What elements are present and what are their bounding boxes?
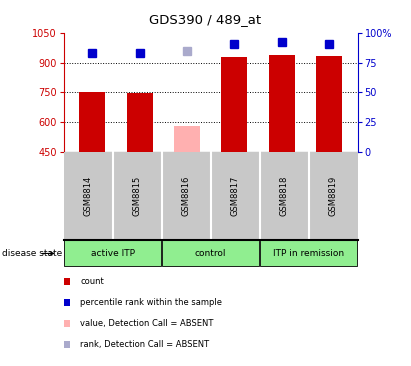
Text: GSM8818: GSM8818 — [279, 176, 289, 216]
Text: ITP in remission: ITP in remission — [273, 249, 344, 258]
Bar — [316, 56, 342, 152]
Bar — [221, 57, 247, 152]
Text: GSM8817: GSM8817 — [231, 176, 240, 216]
Text: GSM8814: GSM8814 — [84, 176, 93, 216]
Text: GSM8816: GSM8816 — [182, 176, 191, 216]
Bar — [269, 55, 295, 152]
Text: GSM8815: GSM8815 — [133, 176, 142, 216]
Bar — [79, 92, 105, 152]
Text: GDS390 / 489_at: GDS390 / 489_at — [150, 13, 261, 26]
Text: GSM8819: GSM8819 — [328, 176, 337, 216]
Bar — [127, 93, 152, 152]
Text: percentile rank within the sample: percentile rank within the sample — [80, 298, 222, 307]
Bar — [174, 126, 200, 152]
Text: active ITP: active ITP — [91, 249, 135, 258]
Text: disease state: disease state — [2, 249, 62, 258]
Text: rank, Detection Call = ABSENT: rank, Detection Call = ABSENT — [80, 340, 209, 349]
Text: control: control — [195, 249, 226, 258]
Text: count: count — [80, 277, 104, 286]
Text: value, Detection Call = ABSENT: value, Detection Call = ABSENT — [80, 319, 214, 328]
